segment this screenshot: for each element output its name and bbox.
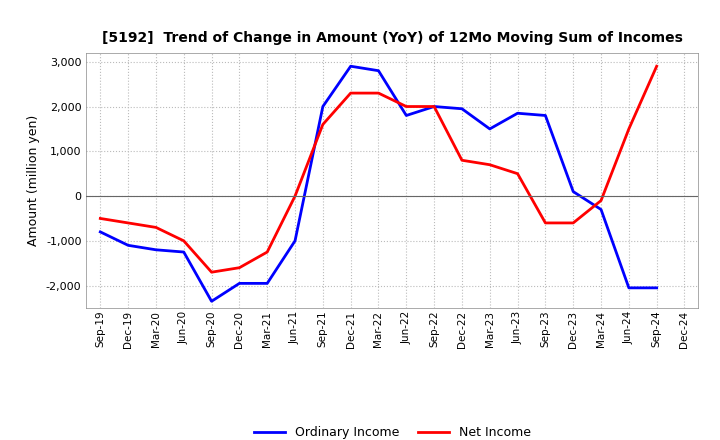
Net Income <box>96 216 104 221</box>
Net Income <box>318 122 327 127</box>
Ordinary Income <box>179 249 188 255</box>
Ordinary Income <box>652 285 661 290</box>
Legend: Ordinary Income, Net Income: Ordinary Income, Net Income <box>248 422 536 440</box>
Ordinary Income <box>263 281 271 286</box>
Title: [5192]  Trend of Change in Amount (YoY) of 12Mo Moving Sum of Incomes: [5192] Trend of Change in Amount (YoY) o… <box>102 31 683 45</box>
Net Income <box>458 158 467 163</box>
Ordinary Income <box>485 126 494 132</box>
Net Income <box>652 64 661 69</box>
Net Income <box>513 171 522 176</box>
Ordinary Income <box>597 207 606 212</box>
Ordinary Income <box>235 281 243 286</box>
Ordinary Income <box>458 106 467 111</box>
Ordinary Income <box>374 68 383 73</box>
Ordinary Income <box>291 238 300 243</box>
Ordinary Income <box>96 229 104 235</box>
Ordinary Income <box>569 189 577 194</box>
Ordinary Income <box>124 243 132 248</box>
Net Income <box>485 162 494 167</box>
Line: Net Income: Net Income <box>100 66 657 272</box>
Net Income <box>152 225 161 230</box>
Ordinary Income <box>541 113 550 118</box>
Net Income <box>597 198 606 203</box>
Ordinary Income <box>624 285 633 290</box>
Net Income <box>402 104 410 109</box>
Net Income <box>541 220 550 226</box>
Net Income <box>179 238 188 243</box>
Y-axis label: Amount (million yen): Amount (million yen) <box>27 115 40 246</box>
Ordinary Income <box>152 247 161 253</box>
Ordinary Income <box>513 110 522 116</box>
Net Income <box>263 249 271 255</box>
Net Income <box>430 104 438 109</box>
Net Income <box>291 194 300 199</box>
Net Income <box>207 270 216 275</box>
Net Income <box>374 91 383 96</box>
Net Income <box>624 126 633 132</box>
Net Income <box>346 91 355 96</box>
Line: Ordinary Income: Ordinary Income <box>100 66 657 301</box>
Net Income <box>124 220 132 226</box>
Ordinary Income <box>207 299 216 304</box>
Ordinary Income <box>402 113 410 118</box>
Ordinary Income <box>430 104 438 109</box>
Net Income <box>569 220 577 226</box>
Ordinary Income <box>318 104 327 109</box>
Net Income <box>235 265 243 270</box>
Ordinary Income <box>346 64 355 69</box>
